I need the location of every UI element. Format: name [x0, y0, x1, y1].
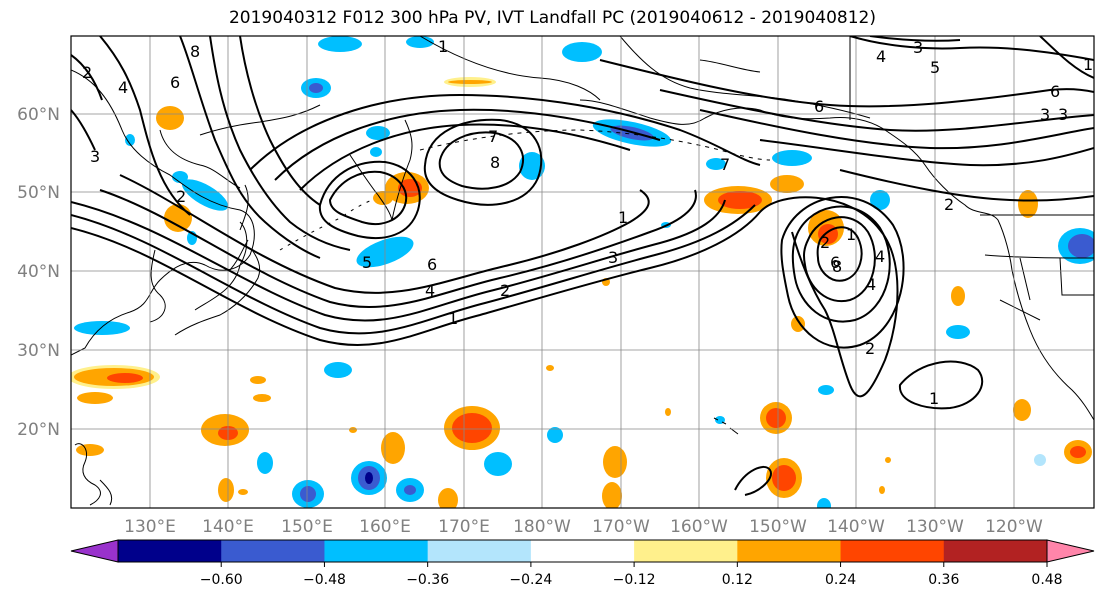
contour-label: 4: [875, 247, 885, 266]
lon-label: 160°W: [670, 517, 728, 537]
colorbar-cell: [427, 540, 532, 562]
pv-contours: [71, 36, 1094, 496]
contour-label: 2: [865, 339, 875, 358]
colorbar-cell: [530, 540, 635, 562]
colorbar-cell: [737, 540, 842, 562]
contour-label: 6: [830, 253, 840, 272]
contour-label: 3: [1040, 105, 1050, 124]
lat-label: 60°N: [17, 105, 60, 125]
colorbar-cell: [634, 540, 738, 562]
contour-label: 3: [90, 147, 100, 166]
colorbar-frame: [117, 539, 1048, 563]
contour-label: 5: [930, 58, 940, 77]
contour-label: 2: [82, 63, 92, 82]
contour-label: 2: [176, 187, 186, 206]
contour-label: 7: [720, 155, 730, 174]
contour-label: 1: [618, 208, 628, 227]
contour-label: 3: [1058, 105, 1068, 124]
lon-label: 150°W: [749, 517, 807, 537]
lon-label: 160°E: [359, 517, 411, 537]
coastlines: [71, 36, 1094, 506]
contour-label: 1: [438, 37, 448, 56]
contour-label: 2: [500, 281, 510, 300]
contour-label: 6: [814, 97, 824, 116]
colorbar-tick-label: −0.48: [303, 572, 346, 588]
graticule: [71, 36, 1094, 508]
contour-label: 6: [1050, 82, 1060, 101]
contour-label: 1: [1083, 55, 1093, 74]
contour-label: 4: [866, 275, 876, 294]
lon-label: 150°E: [281, 517, 333, 537]
colorbar-extend-min: [70, 539, 119, 563]
lon-label: 130°E: [124, 517, 176, 537]
contour-label: 3: [913, 38, 923, 57]
lat-label: 50°N: [17, 183, 60, 203]
contour-label: 1: [448, 309, 458, 328]
colorbar-tick-label: −0.36: [406, 572, 449, 588]
contour-label: 1: [929, 389, 939, 408]
contour-label: 2: [820, 233, 830, 252]
lon-label: 170°E: [438, 517, 490, 537]
colorbar-tick-label: −0.24: [509, 572, 552, 588]
colorbar-extend-max: [1046, 539, 1095, 563]
colorbar-tick-label: 0.48: [1031, 572, 1062, 588]
colorbar-tick-label: −0.12: [613, 572, 656, 588]
contour-label: 2: [944, 195, 954, 214]
contour-label: 4: [118, 78, 128, 97]
latitude-labels: 60°N 50°N 40°N 30°N 20°N: [17, 105, 60, 440]
lat-label: 40°N: [17, 262, 60, 282]
colorbar-cell: [221, 540, 325, 562]
map-frame: [70, 35, 1095, 509]
contour-label: 1: [846, 225, 856, 244]
lon-label: 180°W: [513, 517, 571, 537]
lon-label: 140°W: [827, 517, 885, 537]
lon-label: 170°W: [592, 517, 650, 537]
colorbar: −0.60 −0.48 −0.36 −0.24 −0.12 0.12 0.24 0.36 0.4…: [70, 539, 1095, 588]
contour-label: 7: [488, 127, 498, 146]
contour-labels: 8 2 4 6 3 2 1 7 8 1 4 3 5 6 5 6 4 2 1 7 …: [82, 37, 1093, 408]
colorbar-tick-label: 0.12: [722, 572, 753, 588]
contour-label: 6: [427, 255, 437, 274]
longitude-labels: 130°E 140°E 150°E 160°E 170°E 180°W 170°…: [124, 517, 1043, 537]
colorbar-tick-label: 0.24: [825, 572, 856, 588]
colorbar-tick-label: −0.60: [200, 572, 243, 588]
contour-label: 5: [362, 253, 372, 272]
contour-label: 6: [170, 73, 180, 92]
colorbar-cell: [118, 540, 222, 562]
contour-label: 8: [190, 42, 200, 61]
contour-label: 4: [876, 47, 886, 66]
map-title: 2019040312 F012 300 hPa PV, IVT Landfall…: [228, 8, 876, 28]
colorbar-cell: [943, 540, 1048, 562]
contour-label: 3: [608, 248, 618, 267]
lon-label: 140°E: [202, 517, 254, 537]
contour-label: 8: [490, 153, 500, 172]
lat-label: 20°N: [17, 420, 60, 440]
colorbar-cell: [324, 540, 429, 562]
contour-label: 4: [425, 281, 435, 300]
lon-label: 130°W: [906, 517, 964, 537]
lat-label: 30°N: [17, 341, 60, 361]
contour-label: 8: [832, 257, 842, 276]
colorbar-cell: [840, 540, 945, 562]
lon-label: 120°W: [985, 517, 1043, 537]
colorbar-tick-label: 0.36: [928, 572, 959, 588]
